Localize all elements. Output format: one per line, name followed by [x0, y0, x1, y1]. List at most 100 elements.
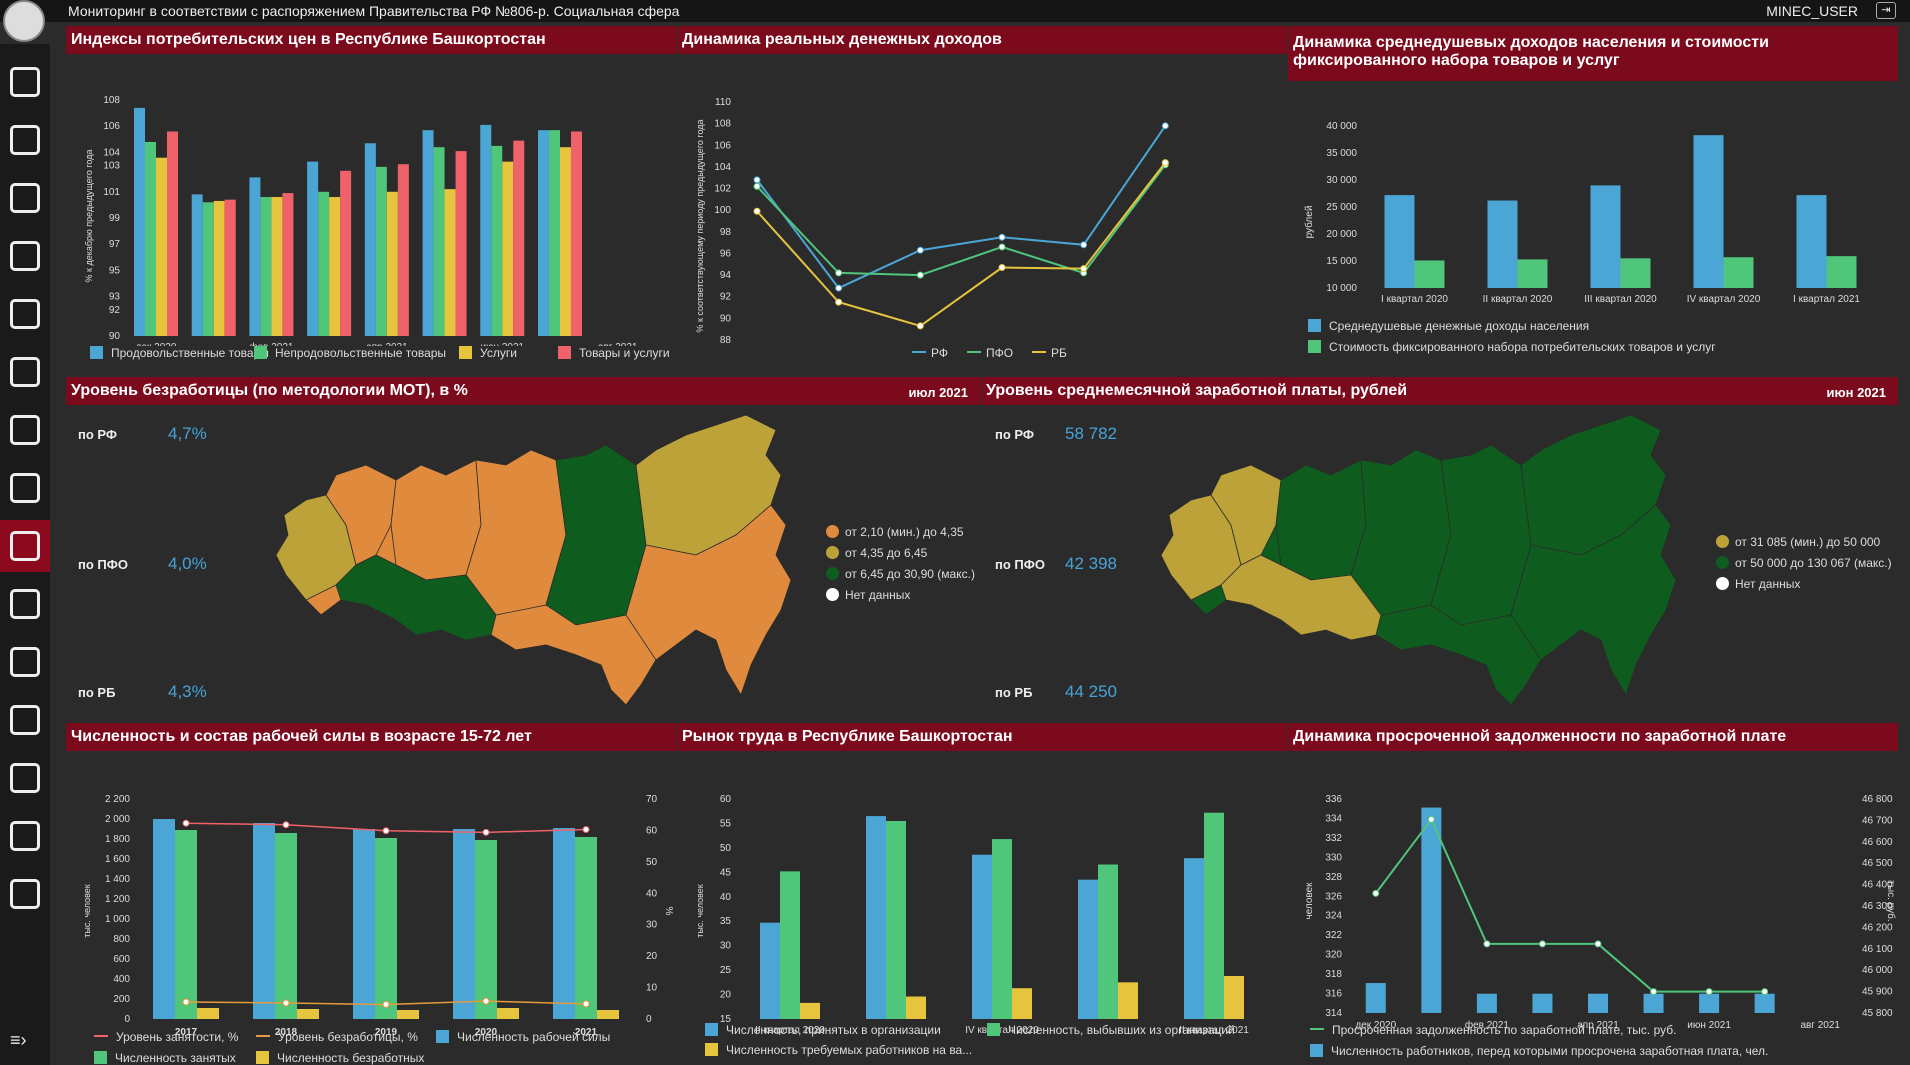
legend-swatch — [912, 351, 926, 353]
legend-item[interactable]: ПФО — [967, 346, 1013, 360]
legend-item[interactable]: Численность работников, перед которыми п… — [1310, 1044, 1768, 1058]
legend-item[interactable]: Численность занятых — [94, 1051, 236, 1065]
legend-item[interactable]: Численность требуемых работников на ва..… — [705, 1043, 972, 1057]
panel-title-text: Уровень безработицы (по методологии МОТ)… — [71, 382, 468, 399]
virus-nav-item[interactable] — [0, 810, 50, 862]
y-tick-label: 40 — [720, 892, 732, 903]
data-point — [282, 999, 290, 1007]
legend-label: Просроченная задолженность по заработной… — [1332, 1023, 1677, 1037]
map-region — [390, 459, 482, 581]
y-tick-label: 20 — [646, 951, 658, 962]
legend-item[interactable]: Просроченная задолженность по заработной… — [1310, 1023, 1676, 1037]
bar — [202, 202, 214, 336]
data-point — [998, 233, 1006, 241]
cctv-camera-nav-item[interactable] — [0, 752, 50, 804]
legend-item[interactable]: Продовольственные товары — [90, 346, 269, 360]
legend-item[interactable]: Стоимость фиксированного набора потребит… — [1308, 340, 1716, 354]
bar — [134, 107, 145, 336]
legend-item[interactable]: Непродовольственные товары — [254, 346, 446, 360]
legend-swatch — [1308, 340, 1321, 353]
data-point — [835, 284, 843, 292]
expand-menu-icon[interactable]: ≡› — [10, 1030, 27, 1050]
legend-item[interactable]: Численность безработных — [256, 1051, 424, 1065]
legend-swatch — [1032, 351, 1046, 353]
legend-item[interactable]: Среднедушевые денежные доходы населения — [1308, 319, 1589, 333]
legend-item[interactable]: Численность, принятых в организации — [705, 1023, 941, 1037]
y-tick-label: 104 — [103, 147, 120, 158]
y-tick-label: 20 000 — [1326, 229, 1357, 240]
bar — [570, 131, 582, 336]
map-legend-item[interactable]: Нет данных — [1716, 577, 1800, 591]
y-tick-label: 99 — [109, 213, 121, 224]
x-tick-label: 2017 — [175, 1027, 198, 1038]
chart-growth-nav-item[interactable] — [0, 520, 50, 572]
legend-swatch — [254, 346, 267, 359]
legend-item[interactable]: Товары и услуги — [558, 346, 670, 360]
legend-item[interactable]: Услуги — [459, 346, 517, 360]
bar — [1532, 993, 1553, 1013]
recycle-bin-nav-item[interactable] — [0, 114, 50, 166]
document-hand-nav-item[interactable] — [0, 868, 50, 920]
user-name[interactable]: MINEC_USER — [1766, 3, 1858, 19]
map-legend-item[interactable]: Нет данных — [826, 588, 910, 602]
bar — [433, 147, 445, 336]
y-tick-label: 106 — [714, 140, 731, 151]
map-region — [1275, 459, 1367, 581]
bar — [453, 829, 475, 1019]
y2-axis-label: % — [663, 907, 674, 916]
bar — [275, 833, 297, 1019]
theater-masks-nav-item[interactable] — [0, 578, 50, 630]
heart-plus-nav-item[interactable] — [0, 462, 50, 514]
y-tick-label: 108 — [714, 119, 731, 130]
map-legend-item[interactable]: от 4,35 до 6,45 — [826, 546, 927, 560]
x-tick-label: II квартал 2020 — [755, 1025, 825, 1036]
data-point — [482, 828, 490, 836]
bar — [513, 140, 525, 336]
legend-item[interactable]: Уровень безработицы, % — [256, 1030, 418, 1044]
map-legend-item[interactable]: от 50 000 до 130 067 (макс.) — [1716, 556, 1892, 570]
panel-date: июл 2021 — [908, 385, 968, 400]
legend-item[interactable]: Численность рабочей силы — [436, 1030, 610, 1044]
legend-swatch — [94, 1051, 107, 1064]
presentation-screen-nav-item[interactable] — [0, 346, 50, 398]
logout-icon[interactable]: ⇥ — [1876, 2, 1896, 19]
map-legend-item[interactable]: от 6,45 до 30,90 (макс.) — [826, 567, 975, 581]
legend-item[interactable]: РФ — [912, 346, 948, 360]
legend-item[interactable]: Уровень занятости, % — [94, 1030, 238, 1044]
legend-item[interactable]: Численность, выбывших из организаций — [987, 1023, 1235, 1037]
bar — [318, 191, 330, 336]
road-nav-item[interactable] — [0, 230, 50, 282]
x-tick-label: IV квартал 2020 — [1687, 294, 1761, 305]
bar — [1796, 195, 1827, 288]
x-tick-label: дек 2020 — [1355, 1020, 1396, 1031]
series-line — [756, 164, 1167, 277]
series-line — [756, 161, 1167, 328]
y-axis-label: тыс. человек — [82, 884, 92, 938]
x-tick-label: I квартал 2020 — [1381, 294, 1448, 305]
russia-map-salary[interactable] — [1131, 405, 1691, 725]
data-point — [1427, 815, 1435, 823]
bar — [1693, 135, 1724, 288]
construction-crane-nav-item[interactable] — [0, 172, 50, 224]
data-point — [182, 998, 190, 1006]
russia-map-unemployment[interactable] — [246, 405, 806, 725]
map-legend-item[interactable]: от 2,10 (мин.) до 4,35 — [826, 525, 964, 539]
legend-item[interactable]: РБ — [1032, 346, 1067, 360]
data-point — [998, 264, 1006, 272]
legend-label: Уровень занятости, % — [116, 1030, 239, 1044]
helping-hands-nav-item[interactable] — [0, 636, 50, 688]
bar — [386, 191, 398, 336]
phone-24-nav-item[interactable] — [0, 694, 50, 746]
legend-label: Стоимость фиксированного набора потребит… — [1329, 340, 1716, 354]
bar — [1643, 993, 1664, 1013]
legend-swatch — [558, 346, 571, 359]
x-tick-label: апр 2021 — [366, 342, 408, 346]
bar — [329, 197, 341, 336]
map-legend-item[interactable]: от 31 085 (мин.) до 50 000 — [1716, 535, 1880, 549]
document-checklist-nav-item[interactable] — [0, 404, 50, 456]
y-tick-label: 60 — [646, 825, 658, 836]
panel-title: Уровень среднемесячной заработной платы,… — [981, 377, 1898, 405]
hand-plant-nav-item[interactable] — [0, 288, 50, 340]
x-tick-label: авг 2021 — [1800, 1020, 1840, 1031]
home-nav-item[interactable] — [0, 56, 50, 108]
